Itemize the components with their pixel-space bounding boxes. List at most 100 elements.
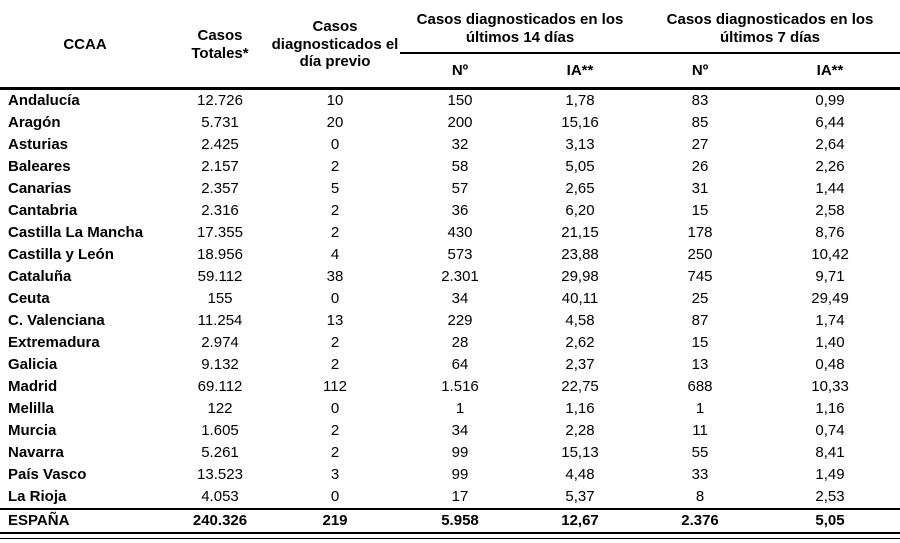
cell-n14: 99 xyxy=(451,444,469,462)
cell-n14: 36 xyxy=(451,202,469,220)
cell-ia7: 1,44 xyxy=(815,180,845,198)
cell-totales: 9.132 xyxy=(201,356,239,374)
cell-ia14: 5,37 xyxy=(565,488,595,506)
cell-totales: 1.605 xyxy=(201,422,239,440)
cell-ia14: 2,37 xyxy=(565,356,595,374)
cell-previo: 2 xyxy=(330,158,340,176)
cell-ia14: 22,75 xyxy=(561,378,599,396)
subheader-num-14: Nº xyxy=(400,53,520,90)
cell-ia7: 6,44 xyxy=(815,114,845,132)
table-row: La Rioja 4.053 0 17 5,37 8 2,53 xyxy=(0,486,900,509)
cell-ia14: 15,16 xyxy=(561,114,599,132)
total-cell-totales: 240.326 xyxy=(170,508,270,534)
cell-previo: 0 xyxy=(330,400,340,418)
cell-totales: 5.261 xyxy=(201,444,239,462)
cell-n14: 150 xyxy=(447,92,473,110)
cell-totales: 155 xyxy=(207,290,233,308)
cell-ccaa: Galicia xyxy=(8,356,58,374)
table-row: Extremadura 2.974 2 28 2,62 15 1,40 xyxy=(0,332,900,354)
cell-ia7: 2,58 xyxy=(815,202,845,220)
cell-n7: 15 xyxy=(691,334,709,352)
cell-n7: 33 xyxy=(691,466,709,484)
cell-ia7: 8,41 xyxy=(815,444,845,462)
table-row: Castilla y León 18.956 4 573 23,88 250 10,42 xyxy=(0,244,900,266)
cell-n14: 229 xyxy=(447,312,473,330)
cell-previo: 112 xyxy=(323,378,347,396)
cell-ccaa: Navarra xyxy=(8,444,64,462)
group-header-14-dias: Casos diagnosticados en los últimos 14 d… xyxy=(400,2,641,54)
cell-ia7: 0,99 xyxy=(815,92,845,110)
table-body: Andalucía 12.726 10 150 1,78 83 0,99 Aragón 5.73… xyxy=(0,89,900,510)
cell-ccaa: Andalucía xyxy=(8,92,80,110)
cell-n7: 85 xyxy=(691,114,709,132)
cell-totales: 2.157 xyxy=(201,158,239,176)
cell-n7: 688 xyxy=(687,378,713,396)
cell-n14: 57 xyxy=(451,180,469,198)
cell-previo: 4 xyxy=(330,246,340,264)
cell-totales: 11.254 xyxy=(197,312,243,330)
cell-totales: 2.316 xyxy=(201,202,239,220)
cell-ccaa: Castilla y León xyxy=(8,246,114,264)
total-cell-ia7: 5,05 xyxy=(760,508,900,534)
cell-previo: 5 xyxy=(330,180,340,198)
cell-previo: 2 xyxy=(330,202,340,220)
cell-n7: 15 xyxy=(691,202,709,220)
cell-previo: 13 xyxy=(326,312,344,330)
cell-n14: 58 xyxy=(451,158,469,176)
cell-previo: 2 xyxy=(330,356,340,374)
table-row: Andalucía 12.726 10 150 1,78 83 0,99 xyxy=(0,89,900,113)
table-row: Castilla La Mancha 17.355 2 430 21,15 178 8,76 xyxy=(0,222,900,244)
cell-ccaa: Madrid xyxy=(8,378,58,396)
cell-n7: 26 xyxy=(691,158,709,176)
cell-ia14: 1,16 xyxy=(565,400,595,418)
cell-ia7: 0,48 xyxy=(815,356,845,374)
cell-previo: 2 xyxy=(330,224,340,242)
cell-totales: 18.956 xyxy=(197,246,243,264)
total-cell-n14: 5.958 xyxy=(400,508,520,534)
cell-ia14: 23,88 xyxy=(561,246,599,264)
table-row: Cantabria 2.316 2 36 6,20 15 2,58 xyxy=(0,200,900,222)
cell-n14: 1.516 xyxy=(441,378,479,396)
cell-previo: 2 xyxy=(330,334,340,352)
cell-previo: 2 xyxy=(330,422,340,440)
cell-ia14: 3,13 xyxy=(565,136,595,154)
cell-ia7: 10,42 xyxy=(811,246,849,264)
cell-ccaa: Aragón xyxy=(8,114,61,132)
cell-ia7: 9,71 xyxy=(815,268,845,286)
cell-n7: 8 xyxy=(695,488,705,506)
cell-n14: 34 xyxy=(451,422,469,440)
total-cell-ccaa: ESPAÑA xyxy=(0,508,170,534)
table-row: C. Valenciana 11.254 13 229 4,58 87 1,74 xyxy=(0,310,900,332)
cell-ccaa: C. Valenciana xyxy=(8,312,105,330)
cell-ccaa: Cataluña xyxy=(8,268,72,286)
cell-ia14: 29,98 xyxy=(561,268,599,286)
cell-ccaa: La Rioja xyxy=(8,488,67,506)
cell-n7: 13 xyxy=(691,356,709,374)
cell-ia7: 1,16 xyxy=(815,400,845,418)
cell-n14: 34 xyxy=(451,290,469,308)
table-row: Navarra 5.261 2 99 15,13 55 8,41 xyxy=(0,442,900,464)
table-row: Canarias 2.357 5 57 2,65 31 1,44 xyxy=(0,178,900,200)
ccaa-cases-table: CCAA Casos Totales* Casos diagnosticados… xyxy=(0,2,900,534)
cell-ia14: 6,20 xyxy=(565,202,595,220)
header-group-row: CCAA Casos Totales* Casos diagnosticados… xyxy=(0,2,900,90)
cell-n7: 11 xyxy=(692,422,708,440)
cell-previo: 0 xyxy=(330,290,340,308)
cell-ia14: 21,15 xyxy=(561,224,599,242)
cell-previo: 0 xyxy=(330,136,340,154)
cell-ia14: 4,58 xyxy=(565,312,595,330)
cell-ia14: 1,78 xyxy=(565,92,595,110)
cell-ia7: 8,76 xyxy=(815,224,845,242)
cell-n7: 250 xyxy=(687,246,713,264)
cell-totales: 122 xyxy=(207,400,233,418)
cell-ia7: 0,74 xyxy=(815,422,845,440)
cell-n7: 1 xyxy=(695,400,705,418)
cell-ia7: 1,40 xyxy=(815,334,845,352)
cell-n14: 573 xyxy=(447,246,473,264)
cell-n14: 1 xyxy=(455,400,465,418)
cell-n7: 745 xyxy=(687,268,713,286)
cell-n14: 99 xyxy=(451,466,469,484)
cell-n7: 31 xyxy=(691,180,709,198)
